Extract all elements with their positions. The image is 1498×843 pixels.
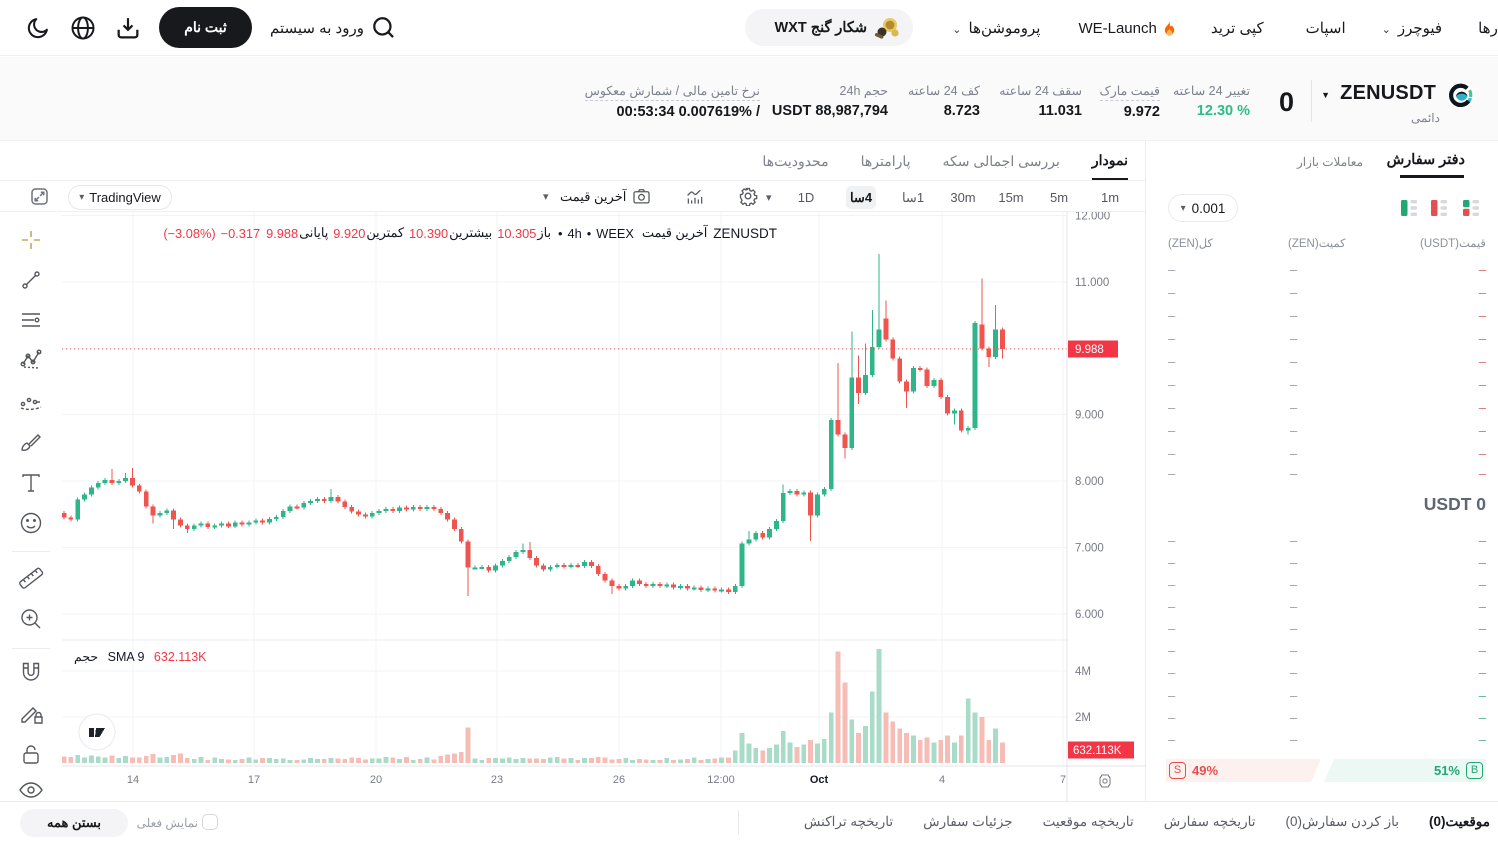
svg-text:14: 14 [127,774,139,786]
svg-text:12:00: 12:00 [707,774,735,786]
svg-text:7: 7 [1060,774,1066,786]
svg-text:17: 17 [248,774,260,786]
svg-text:6.000: 6.000 [1075,609,1104,621]
svg-text:8.000: 8.000 [1075,476,1104,488]
svg-text:11.000: 11.000 [1075,277,1109,289]
svg-text:12.000: 12.000 [1075,212,1110,223]
svg-text:Oct: Oct [810,774,829,786]
svg-text:20: 20 [370,774,382,786]
svg-text:7.000: 7.000 [1075,543,1104,555]
svg-text:2M: 2M [1075,712,1091,724]
svg-text:9.000: 9.000 [1075,410,1104,422]
svg-text:26: 26 [613,774,625,786]
svg-text:9.988: 9.988 [1075,344,1104,356]
svg-text:632.113K: 632.113K [1073,745,1122,757]
svg-text:4: 4 [939,774,945,786]
svg-text:4M: 4M [1075,666,1091,678]
svg-text:23: 23 [491,774,503,786]
